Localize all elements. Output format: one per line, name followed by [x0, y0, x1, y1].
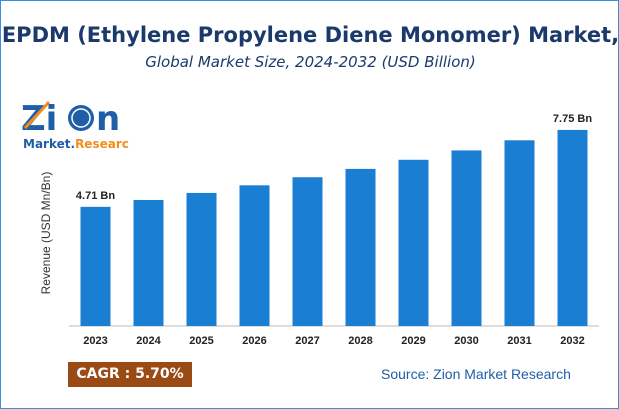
x-tick-label: 2032	[560, 335, 584, 347]
cagr-badge: CAGR : 5.70%	[68, 362, 192, 387]
data-label: 7.75 Bn	[553, 113, 592, 125]
bar-2030	[451, 150, 482, 326]
x-tick-label: 2025	[189, 335, 213, 347]
svg-text:Zi: Zi	[21, 99, 57, 139]
svg-text:Market.Research: Market.Research	[23, 137, 129, 151]
x-tick-label: 2023	[83, 335, 107, 347]
x-tick-label: 2030	[454, 335, 478, 347]
x-tick-label: 2027	[295, 335, 319, 347]
bar-2025	[186, 192, 217, 326]
bar-2027	[292, 177, 323, 326]
bar-2024	[133, 200, 164, 326]
bar-2029	[398, 159, 429, 326]
x-tick-label: 2024	[136, 335, 161, 347]
x-tick-label: 2031	[507, 335, 531, 347]
chart-subtitle: Global Market Size, 2024-2032 (USD Billi…	[145, 53, 476, 71]
bar-2032	[557, 129, 588, 326]
x-tick-label: 2026	[242, 335, 266, 347]
zion-logo: Zi n Market.Research	[21, 99, 129, 151]
x-tick-label: 2028	[348, 335, 372, 347]
data-label: 4.71 Bn	[76, 190, 115, 202]
svg-text:n: n	[96, 99, 120, 139]
source-text: Source: Zion Market Research	[381, 366, 571, 382]
chart-title: EPDM (Ethylene Propylene Diene Monomer) …	[1, 23, 619, 47]
x-tick-label: 2029	[401, 335, 425, 347]
bar-2023	[80, 206, 111, 326]
bar-2028	[345, 168, 376, 326]
bar-2026	[239, 185, 270, 326]
bar-2031	[504, 140, 535, 326]
